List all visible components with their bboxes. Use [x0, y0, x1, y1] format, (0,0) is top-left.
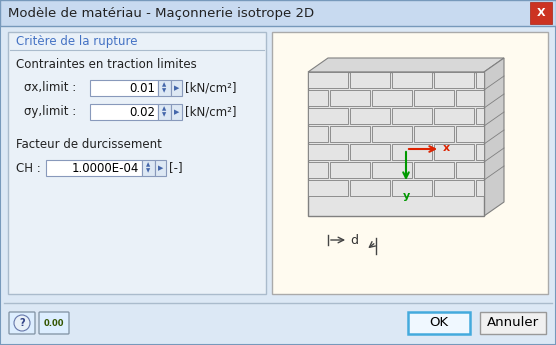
FancyBboxPatch shape — [456, 126, 484, 142]
Text: σy,limit :: σy,limit : — [24, 106, 76, 118]
FancyBboxPatch shape — [0, 303, 556, 345]
FancyBboxPatch shape — [9, 312, 35, 334]
FancyBboxPatch shape — [414, 90, 454, 106]
Text: Critère de la rupture: Critère de la rupture — [16, 34, 137, 48]
FancyBboxPatch shape — [392, 144, 432, 160]
Text: OK: OK — [429, 316, 449, 329]
FancyBboxPatch shape — [476, 108, 484, 124]
Text: ▶: ▶ — [174, 109, 179, 115]
FancyBboxPatch shape — [350, 72, 390, 88]
Text: y: y — [403, 191, 410, 201]
FancyBboxPatch shape — [158, 104, 171, 120]
Text: Facteur de durcissement: Facteur de durcissement — [16, 138, 162, 150]
FancyBboxPatch shape — [272, 32, 548, 294]
FancyBboxPatch shape — [308, 72, 348, 88]
FancyBboxPatch shape — [171, 104, 182, 120]
FancyBboxPatch shape — [308, 144, 348, 160]
FancyBboxPatch shape — [392, 108, 432, 124]
FancyBboxPatch shape — [456, 90, 484, 106]
FancyBboxPatch shape — [456, 162, 484, 178]
FancyBboxPatch shape — [142, 160, 155, 176]
FancyBboxPatch shape — [392, 72, 432, 88]
FancyBboxPatch shape — [308, 90, 328, 106]
Text: 0.00: 0.00 — [44, 318, 64, 327]
FancyBboxPatch shape — [308, 180, 348, 196]
Text: d: d — [350, 234, 358, 246]
FancyBboxPatch shape — [372, 162, 412, 178]
FancyBboxPatch shape — [8, 32, 266, 294]
Text: x: x — [443, 143, 450, 153]
Text: Modèle de matériau - Maçonnerie isotrope 2D: Modèle de matériau - Maçonnerie isotrope… — [8, 7, 314, 20]
FancyBboxPatch shape — [330, 90, 370, 106]
FancyBboxPatch shape — [480, 312, 546, 334]
FancyBboxPatch shape — [158, 80, 171, 96]
FancyBboxPatch shape — [530, 2, 552, 24]
Text: 0.01: 0.01 — [129, 81, 155, 95]
FancyBboxPatch shape — [155, 160, 166, 176]
FancyBboxPatch shape — [308, 126, 328, 142]
Text: ▶: ▶ — [174, 85, 179, 91]
Text: ?: ? — [19, 318, 25, 328]
FancyBboxPatch shape — [171, 80, 182, 96]
Text: ▲: ▲ — [146, 162, 151, 168]
FancyBboxPatch shape — [414, 126, 454, 142]
FancyBboxPatch shape — [350, 180, 390, 196]
FancyBboxPatch shape — [372, 126, 412, 142]
FancyBboxPatch shape — [434, 108, 474, 124]
FancyBboxPatch shape — [0, 0, 556, 26]
Text: CH :: CH : — [16, 161, 41, 175]
Polygon shape — [484, 58, 504, 216]
FancyBboxPatch shape — [308, 72, 484, 216]
FancyBboxPatch shape — [434, 180, 474, 196]
Circle shape — [14, 315, 30, 331]
Text: X: X — [537, 8, 545, 18]
FancyBboxPatch shape — [330, 162, 370, 178]
FancyBboxPatch shape — [350, 144, 390, 160]
Text: σx,limit :: σx,limit : — [24, 81, 76, 95]
FancyBboxPatch shape — [414, 162, 454, 178]
Text: ▼: ▼ — [162, 112, 167, 118]
Text: 1.0000E-04: 1.0000E-04 — [72, 161, 139, 175]
FancyBboxPatch shape — [308, 108, 348, 124]
FancyBboxPatch shape — [330, 126, 370, 142]
FancyBboxPatch shape — [46, 160, 142, 176]
Text: [-]: [-] — [169, 161, 182, 175]
FancyBboxPatch shape — [476, 180, 484, 196]
Text: ▲: ▲ — [162, 107, 167, 111]
Text: Contraintes en traction limites: Contraintes en traction limites — [16, 58, 197, 70]
FancyBboxPatch shape — [434, 144, 474, 160]
Text: [kN/cm²]: [kN/cm²] — [185, 81, 236, 95]
FancyBboxPatch shape — [408, 312, 470, 334]
FancyBboxPatch shape — [308, 162, 328, 178]
FancyBboxPatch shape — [90, 80, 158, 96]
FancyBboxPatch shape — [476, 144, 484, 160]
Text: ▼: ▼ — [162, 89, 167, 93]
Text: ▶: ▶ — [158, 165, 163, 171]
Text: ▲: ▲ — [162, 82, 167, 88]
FancyBboxPatch shape — [392, 180, 432, 196]
Text: 0.02: 0.02 — [129, 106, 155, 118]
FancyBboxPatch shape — [39, 312, 69, 334]
Text: ▼: ▼ — [146, 168, 151, 174]
FancyBboxPatch shape — [90, 104, 158, 120]
FancyBboxPatch shape — [476, 72, 484, 88]
FancyBboxPatch shape — [372, 90, 412, 106]
FancyBboxPatch shape — [434, 72, 474, 88]
Text: Annuler: Annuler — [487, 316, 539, 329]
FancyBboxPatch shape — [350, 108, 390, 124]
Polygon shape — [308, 58, 504, 72]
Text: [kN/cm²]: [kN/cm²] — [185, 106, 236, 118]
